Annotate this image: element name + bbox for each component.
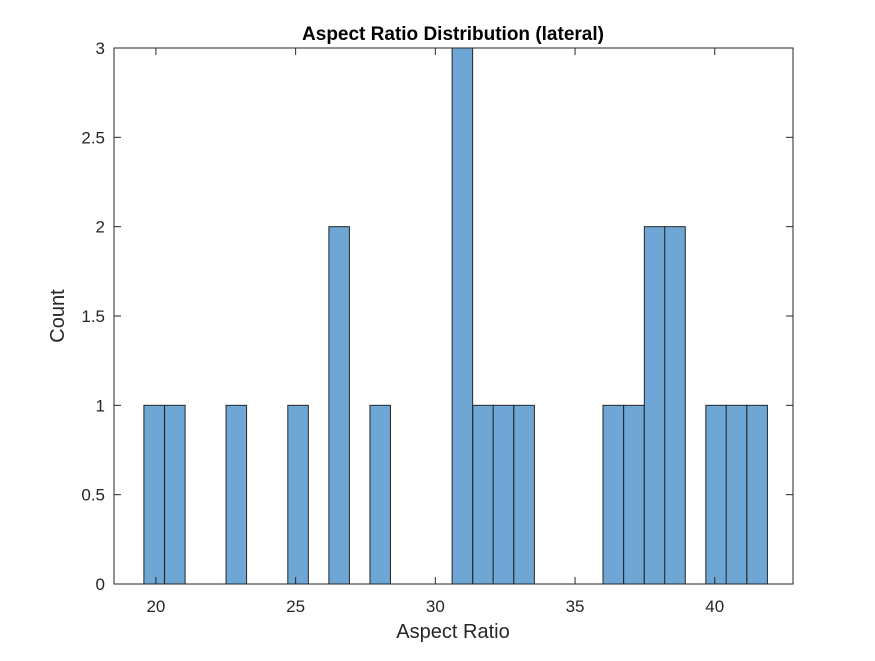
histogram-bar bbox=[143, 404, 165, 585]
y-tick-label: 0.5 bbox=[81, 486, 105, 505]
y-tick-label: 1 bbox=[96, 396, 105, 415]
histogram-bar bbox=[164, 404, 186, 585]
y-tick-label: 2 bbox=[96, 218, 105, 237]
histogram-bar bbox=[492, 404, 515, 585]
x-tick-label: 30 bbox=[426, 597, 445, 616]
histogram-bar bbox=[225, 404, 248, 585]
histogram-bar bbox=[623, 404, 645, 585]
histogram-bar bbox=[328, 226, 350, 585]
x-tick-label: 20 bbox=[146, 597, 165, 616]
histogram-bar bbox=[287, 404, 309, 585]
histogram-bar bbox=[369, 404, 391, 585]
x-tick-label: 40 bbox=[705, 597, 724, 616]
histogram-bar bbox=[472, 404, 494, 585]
x-tick-label: 35 bbox=[566, 597, 585, 616]
histogram-bar bbox=[602, 404, 625, 585]
y-tick-label: 3 bbox=[96, 39, 105, 58]
histogram-bar bbox=[746, 404, 768, 585]
y-tick-label: 2.5 bbox=[81, 128, 105, 147]
histogram-bar bbox=[664, 226, 686, 585]
y-axis-label: Count bbox=[47, 289, 69, 343]
ticks-group: 20 25 30 35 40 0 0.5 1 1.5 2 2.5 3 bbox=[81, 39, 793, 616]
histogram-bar bbox=[643, 226, 666, 585]
histogram-bar bbox=[725, 404, 748, 585]
y-tick-label: 1.5 bbox=[81, 307, 105, 326]
x-tick-label: 25 bbox=[286, 597, 305, 616]
histogram-bar bbox=[451, 47, 474, 585]
chart-title: Aspect Ratio Distribution (lateral) bbox=[302, 24, 604, 45]
histogram-bar bbox=[705, 404, 727, 585]
bars-group bbox=[143, 47, 768, 585]
histogram-bar bbox=[513, 404, 535, 585]
y-tick-label: 0 bbox=[96, 575, 105, 594]
x-axis-label: Aspect Ratio bbox=[396, 621, 509, 643]
